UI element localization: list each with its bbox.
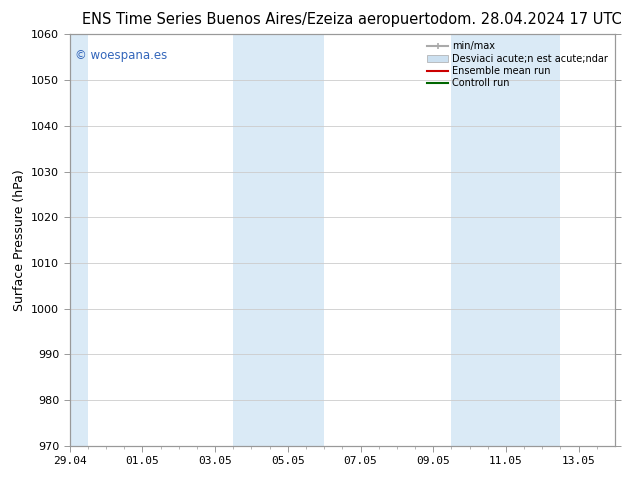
Text: dom. 28.04.2024 17 UTC: dom. 28.04.2024 17 UTC	[439, 12, 621, 27]
Bar	[451, 34, 560, 446]
Text: © woespana.es: © woespana.es	[75, 49, 167, 62]
Text: ENS Time Series Buenos Aires/Ezeiza aeropuerto: ENS Time Series Buenos Aires/Ezeiza aero…	[82, 12, 439, 27]
Legend: min/max, Desviaci acute;n est acute;ndar, Ensemble mean run, Controll run: min/max, Desviaci acute;n est acute;ndar…	[423, 37, 612, 92]
Y-axis label: Surface Pressure (hPa): Surface Pressure (hPa)	[13, 169, 25, 311]
Bar	[233, 34, 324, 446]
Bar	[70, 34, 88, 446]
